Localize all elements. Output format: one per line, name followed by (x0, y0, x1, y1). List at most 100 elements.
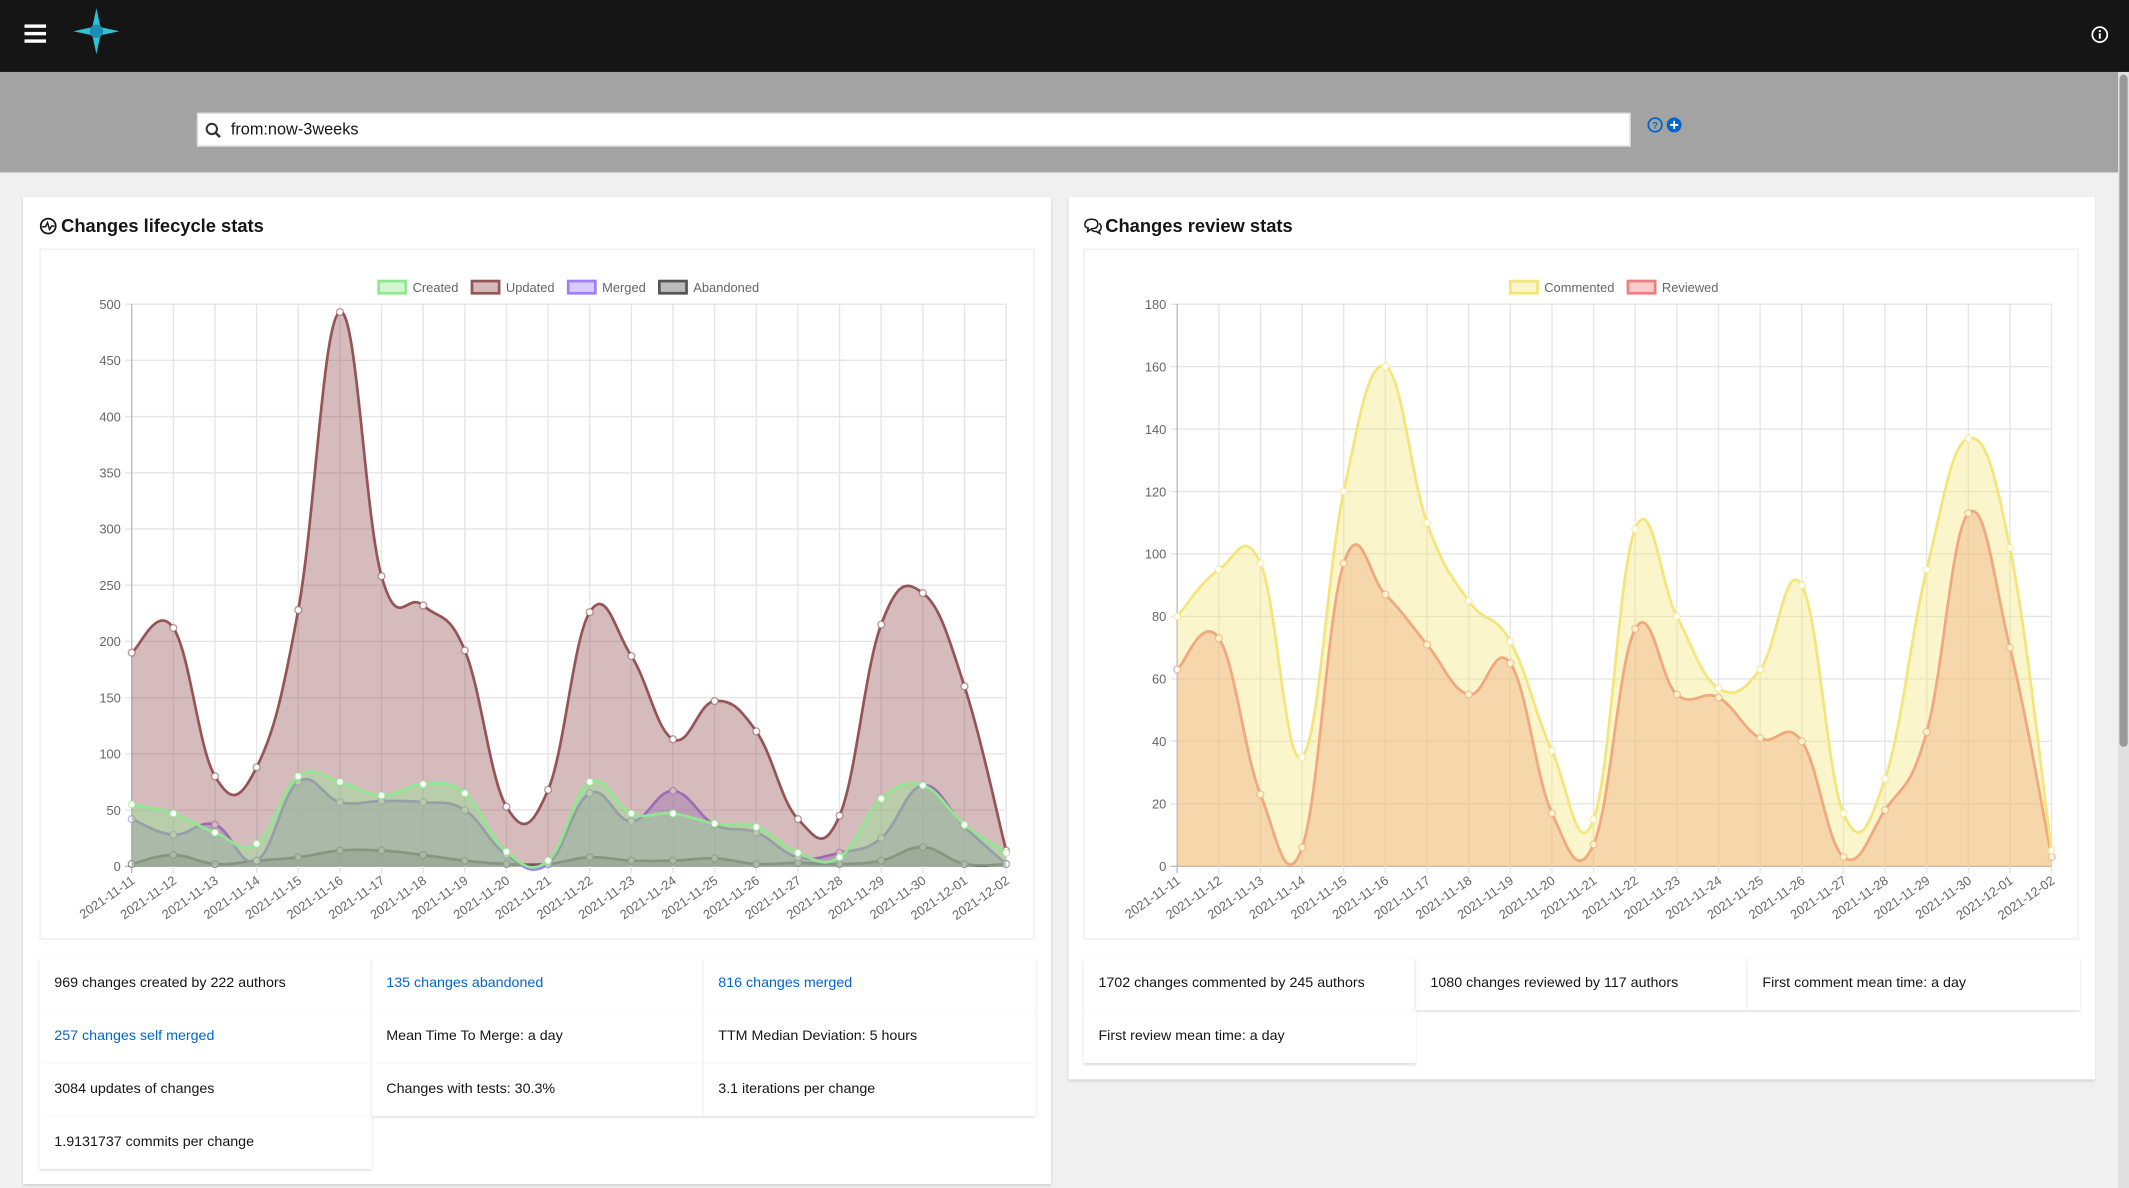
point (1422, 640, 1432, 649)
area (131, 779, 1007, 870)
area (1177, 511, 2052, 867)
stat: 1.9131737 commits per change (39, 1116, 372, 1170)
stat: Changes with tests: 30.3% (371, 1063, 704, 1117)
stat: First comment mean time: a day (1747, 957, 2080, 1011)
line (131, 845, 1007, 867)
stat: TTM Median Deviation: 5 hours (703, 1010, 1036, 1064)
point (419, 601, 428, 610)
point (918, 843, 927, 852)
point (169, 809, 178, 818)
point (294, 772, 303, 781)
stat-link[interactable]: 257 changes self merged (39, 1010, 372, 1064)
y-tick-label: 150 (99, 690, 120, 705)
point (1922, 565, 1931, 574)
legend-swatch (1508, 279, 1539, 295)
point (877, 834, 886, 843)
point (294, 605, 303, 615)
line (1176, 509, 2053, 866)
point (1797, 737, 1806, 746)
legend-swatch (377, 279, 408, 295)
stat: 3084 updates of changes (39, 1063, 372, 1117)
point (1756, 665, 1765, 674)
point (419, 850, 428, 860)
point (502, 859, 511, 869)
y-tick-label: 250 (99, 578, 120, 593)
point (335, 307, 344, 317)
search-input[interactable]: from:now-3weeks (196, 112, 1631, 147)
y-tick-label: 300 (99, 522, 120, 537)
y-tick-label: 50 (107, 803, 121, 818)
help-icons[interactable]: ? (1647, 117, 1685, 135)
chart: 0204060801001201401601802021-11-112021-1… (1122, 279, 2057, 923)
point (210, 820, 220, 829)
y-tick-label: 100 (99, 747, 120, 762)
point (793, 848, 802, 857)
stat: 3.1 iterations per change (703, 1063, 1036, 1117)
point (210, 828, 220, 837)
stat-link[interactable]: 816 changes merged (703, 957, 1036, 1011)
stat: 969 changes created by 222 authors (39, 957, 372, 1011)
point (460, 856, 469, 865)
point (377, 846, 386, 855)
point (169, 830, 178, 839)
point (1964, 509, 1973, 518)
y-tick-label: 60 (1152, 672, 1166, 687)
point (1214, 565, 1223, 574)
point (1173, 612, 1182, 621)
point (752, 727, 761, 736)
scrollbar-thumb[interactable] (2119, 74, 2128, 747)
point (877, 794, 886, 803)
point (1880, 774, 1890, 783)
point (1964, 434, 1973, 443)
y-tick-label: 200 (99, 634, 120, 649)
point (752, 822, 761, 831)
point (460, 789, 469, 798)
point (1714, 684, 1723, 693)
point (1464, 596, 1473, 605)
point (668, 856, 678, 865)
logo[interactable] (73, 8, 120, 55)
search-icon (205, 122, 221, 138)
legend-label: Merged (602, 280, 646, 295)
point (377, 572, 386, 581)
point (544, 856, 553, 865)
menu-button[interactable] (24, 23, 47, 45)
y-tick-label: 0 (1159, 859, 1166, 874)
point (1381, 362, 1390, 371)
chart: 0501001502002503003504004505002021-11-11… (77, 279, 1012, 923)
point (1672, 690, 1681, 699)
legend-swatch (470, 279, 501, 295)
y-tick-label: 450 (99, 353, 120, 368)
point (169, 850, 178, 860)
point (1797, 581, 1806, 590)
point (1256, 790, 1265, 799)
point (877, 620, 886, 629)
point (1214, 634, 1223, 643)
info-button[interactable] (2091, 26, 2109, 44)
y-tick-label: 100 (1145, 547, 1166, 562)
y-tick-label: 350 (99, 466, 120, 481)
point (1589, 840, 1598, 849)
panel-title: Changes review stats (1105, 215, 1293, 237)
point (252, 856, 261, 865)
point (918, 781, 927, 790)
point (335, 777, 344, 787)
point (1002, 848, 1011, 857)
y-tick-label: 400 (99, 409, 120, 424)
point (1256, 559, 1265, 568)
point (1002, 859, 1011, 869)
panel-icon (1084, 218, 1102, 235)
point (793, 814, 802, 824)
point (1631, 624, 1640, 633)
stat-link[interactable]: 135 changes abandoned (371, 957, 704, 1011)
point (1339, 559, 1348, 568)
point (668, 735, 678, 744)
stat: First review mean time: a day (1083, 1010, 1416, 1064)
stat: Mean Time To Merge: a day (371, 1010, 704, 1064)
legend: Commented Reviewed (1508, 279, 1718, 295)
point (460, 805, 469, 815)
chart-box: 0 50 100 150 200 250 300 350 400 450 500 2021-11-11… (39, 248, 1035, 940)
area (1177, 366, 2052, 867)
point (1464, 690, 1473, 699)
legend: Created Updated Merged Abandoned (377, 279, 759, 295)
